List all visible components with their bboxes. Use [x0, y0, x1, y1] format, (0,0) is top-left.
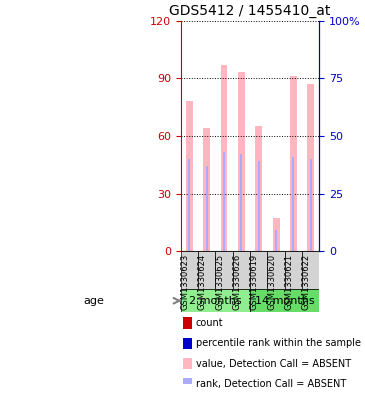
Text: value, Detection Call = ABSENT: value, Detection Call = ABSENT [196, 358, 351, 369]
Bar [292, 157, 295, 251]
Bar [250, 251, 268, 289]
Bar [233, 251, 250, 289]
Bar [302, 251, 319, 289]
Text: percentile rank within the sample: percentile rank within the sample [196, 338, 361, 348]
FancyBboxPatch shape [183, 358, 192, 369]
Bar [240, 154, 242, 251]
Bar [223, 152, 225, 251]
Bar [238, 72, 245, 251]
Text: GSM1330625: GSM1330625 [215, 254, 224, 310]
FancyBboxPatch shape [183, 378, 192, 389]
Bar [186, 101, 193, 251]
Bar [275, 230, 277, 251]
Text: GSM1330619: GSM1330619 [250, 254, 259, 310]
Bar [255, 126, 262, 251]
Text: GSM1330620: GSM1330620 [267, 254, 276, 310]
Bar [250, 289, 319, 312]
Text: GSM1330626: GSM1330626 [233, 254, 241, 310]
Bar [258, 161, 260, 251]
Text: GSM1330623: GSM1330623 [180, 254, 189, 310]
Text: 14 months: 14 months [255, 296, 315, 306]
Bar [285, 251, 302, 289]
Text: count: count [196, 318, 223, 328]
Bar [181, 289, 250, 312]
Bar [181, 251, 198, 289]
Text: rank, Detection Call = ABSENT: rank, Detection Call = ABSENT [196, 379, 346, 389]
Title: GDS5412 / 1455410_at: GDS5412 / 1455410_at [169, 4, 331, 18]
Bar [290, 76, 297, 251]
Bar [220, 65, 227, 251]
Bar [198, 251, 215, 289]
Bar [188, 159, 190, 251]
Text: GSM1330624: GSM1330624 [198, 254, 207, 310]
Bar [307, 84, 314, 251]
Bar [203, 128, 210, 251]
Bar [268, 251, 285, 289]
Bar [205, 166, 208, 251]
FancyBboxPatch shape [183, 318, 192, 329]
Text: 2 months: 2 months [189, 296, 242, 306]
Text: GSM1330621: GSM1330621 [284, 254, 293, 310]
Bar [215, 251, 233, 289]
Text: GSM1330622: GSM1330622 [302, 254, 311, 310]
Bar [273, 219, 280, 251]
Bar [310, 159, 312, 251]
FancyBboxPatch shape [183, 338, 192, 349]
Text: age: age [83, 296, 104, 306]
